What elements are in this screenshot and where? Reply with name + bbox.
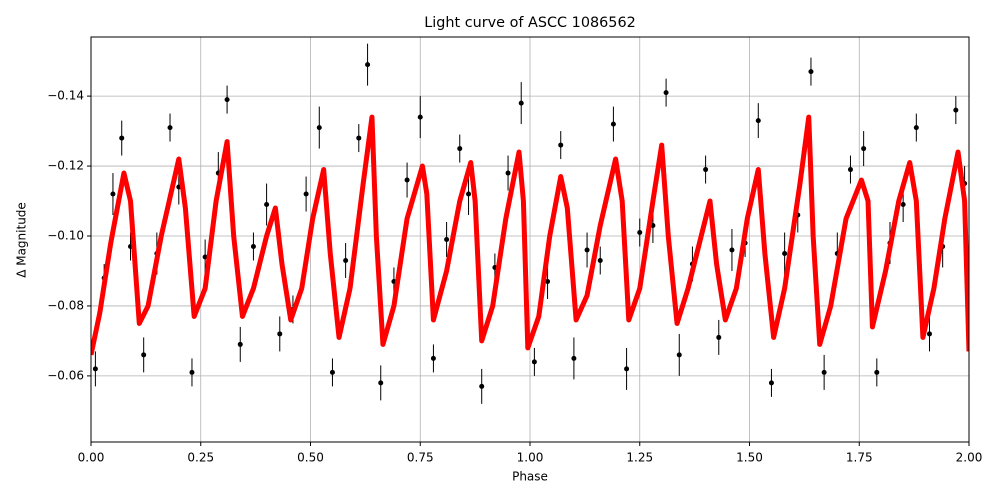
data-point bbox=[378, 380, 384, 386]
data-point bbox=[821, 369, 827, 375]
x-tick-label: 1.25 bbox=[626, 451, 653, 465]
x-tick-label: 0.25 bbox=[187, 451, 214, 465]
data-point bbox=[505, 170, 511, 176]
data-point bbox=[571, 355, 577, 361]
data-point bbox=[637, 230, 643, 236]
x-tick-label: 2.00 bbox=[956, 451, 983, 465]
data-point bbox=[953, 107, 959, 113]
y-tick-label: −0.14 bbox=[47, 89, 84, 103]
x-axis-label: Phase bbox=[512, 470, 548, 484]
data-point bbox=[329, 369, 335, 375]
data-point bbox=[610, 121, 616, 127]
x-tick-label: 1.75 bbox=[846, 451, 873, 465]
data-point bbox=[430, 355, 436, 361]
x-tick-label: 0.00 bbox=[78, 451, 105, 465]
model-curve bbox=[91, 114, 969, 356]
data-point bbox=[250, 243, 256, 249]
data-point bbox=[92, 366, 98, 372]
data-point bbox=[782, 250, 788, 256]
data-point bbox=[110, 191, 116, 197]
chart-title: Light curve of ASCC 1086562 bbox=[424, 15, 636, 31]
data-point bbox=[237, 341, 243, 347]
data-point bbox=[303, 191, 309, 197]
data-point bbox=[343, 257, 349, 263]
data-point bbox=[365, 62, 371, 68]
y-tick-label: −0.10 bbox=[47, 229, 84, 243]
data-point bbox=[264, 202, 270, 208]
data-point bbox=[900, 202, 906, 208]
data-point bbox=[404, 177, 410, 183]
data-point bbox=[913, 125, 919, 131]
data-point bbox=[624, 366, 630, 372]
y-tick-label: −0.12 bbox=[47, 159, 84, 173]
x-tick-label: 1.00 bbox=[517, 451, 544, 465]
data-point bbox=[808, 69, 814, 75]
data-point bbox=[531, 359, 537, 365]
data-point bbox=[141, 352, 147, 358]
data-point bbox=[597, 257, 603, 263]
x-tick-label: 0.75 bbox=[407, 451, 434, 465]
data-point bbox=[847, 167, 853, 173]
data-point bbox=[663, 90, 669, 96]
data-point bbox=[768, 380, 774, 386]
ticks: 0.00 0.25 0.50 0.75 1.00 1.25 1.50 1.75 2.00 −0.0… bbox=[47, 89, 982, 465]
data-point bbox=[224, 97, 230, 103]
data-point bbox=[316, 125, 322, 131]
data-point bbox=[545, 278, 551, 284]
data-point bbox=[119, 135, 125, 141]
data-point bbox=[703, 167, 709, 173]
data-point bbox=[861, 146, 867, 152]
data-point bbox=[202, 254, 208, 260]
data-point bbox=[457, 146, 463, 152]
data-point bbox=[518, 100, 524, 106]
data-point bbox=[189, 369, 195, 375]
plot-area bbox=[91, 43, 969, 404]
data-point bbox=[926, 331, 932, 337]
data-point bbox=[584, 247, 590, 253]
data-point bbox=[444, 237, 450, 242]
data-point bbox=[874, 369, 880, 375]
data-point bbox=[755, 118, 761, 124]
data-point bbox=[417, 114, 423, 120]
y-tick-label: −0.06 bbox=[47, 368, 84, 382]
data-point bbox=[479, 383, 485, 389]
x-tick-label: 1.50 bbox=[736, 451, 763, 465]
data-point bbox=[558, 142, 564, 148]
y-axis-label: Δ Magnitude bbox=[15, 202, 29, 278]
data-point bbox=[729, 247, 735, 253]
data-point bbox=[466, 191, 472, 197]
data-point bbox=[716, 334, 722, 340]
data-point bbox=[277, 331, 283, 337]
data-point bbox=[356, 135, 362, 141]
data-point bbox=[167, 125, 173, 131]
x-tick-label: 0.50 bbox=[297, 451, 324, 465]
data-point bbox=[676, 352, 682, 358]
y-tick-label: −0.08 bbox=[47, 298, 84, 312]
